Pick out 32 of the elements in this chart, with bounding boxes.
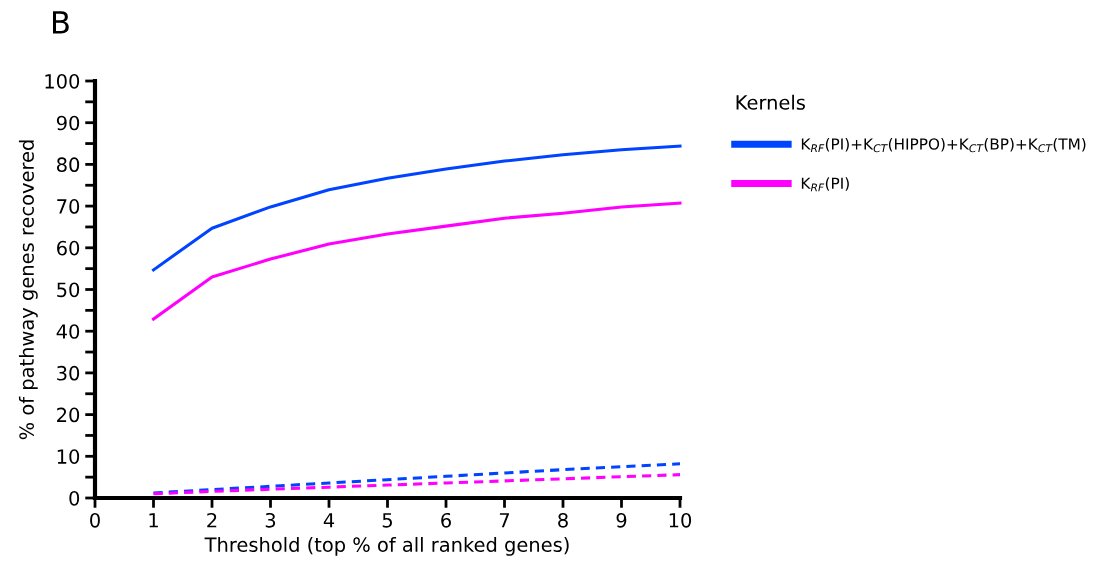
legend-title: Kernels xyxy=(736,94,805,110)
y-tick-label: 30 xyxy=(57,365,80,381)
x-tick-label: 5 xyxy=(382,513,392,528)
x-tick-label: 0 xyxy=(90,512,100,528)
y-tick-label: 0 xyxy=(69,490,80,506)
x-tick-label: 7 xyxy=(499,513,510,528)
line-series xyxy=(151,144,682,272)
x-tick-label: 6 xyxy=(441,512,451,528)
x-tick-label: 1 xyxy=(149,513,158,528)
y-tick-label: 10 xyxy=(57,449,80,464)
x-tick-label: 4 xyxy=(323,513,335,528)
x-tick-label: 9 xyxy=(616,512,627,528)
y-tick-label: 20 xyxy=(57,407,80,423)
legend-label: K$_{RF}$(PI) xyxy=(801,177,849,192)
y-tick-label: 80 xyxy=(56,157,80,173)
y-tick-label: 90 xyxy=(56,115,80,131)
line-series xyxy=(151,462,682,495)
x-tick-label: 2 xyxy=(207,512,217,528)
text: B xyxy=(53,11,69,34)
y-tick-label: 70 xyxy=(57,199,80,214)
x-tick-label: 8 xyxy=(558,512,568,528)
y-tick-label: 60 xyxy=(57,240,80,256)
y-tick-label: 40 xyxy=(56,324,80,339)
text: K$_{RF}$(PI)+K$_{CT}$(HIPPO)+K$_{CT}$(BP)+K$_{CT}$(TM) xyxy=(801,138,1086,153)
x-tick-label: 10 xyxy=(669,512,692,528)
y-tick-label: 50 xyxy=(57,282,80,298)
y-tick-label: 100 xyxy=(45,73,80,89)
x-tick-label: 3 xyxy=(265,512,276,528)
line-series xyxy=(151,201,682,321)
x-axis-title: Threshold (top % of all ranked genes) xyxy=(204,536,569,556)
line-series xyxy=(151,473,682,496)
y-axis-title: % of pathway genes recovered xyxy=(18,140,38,440)
